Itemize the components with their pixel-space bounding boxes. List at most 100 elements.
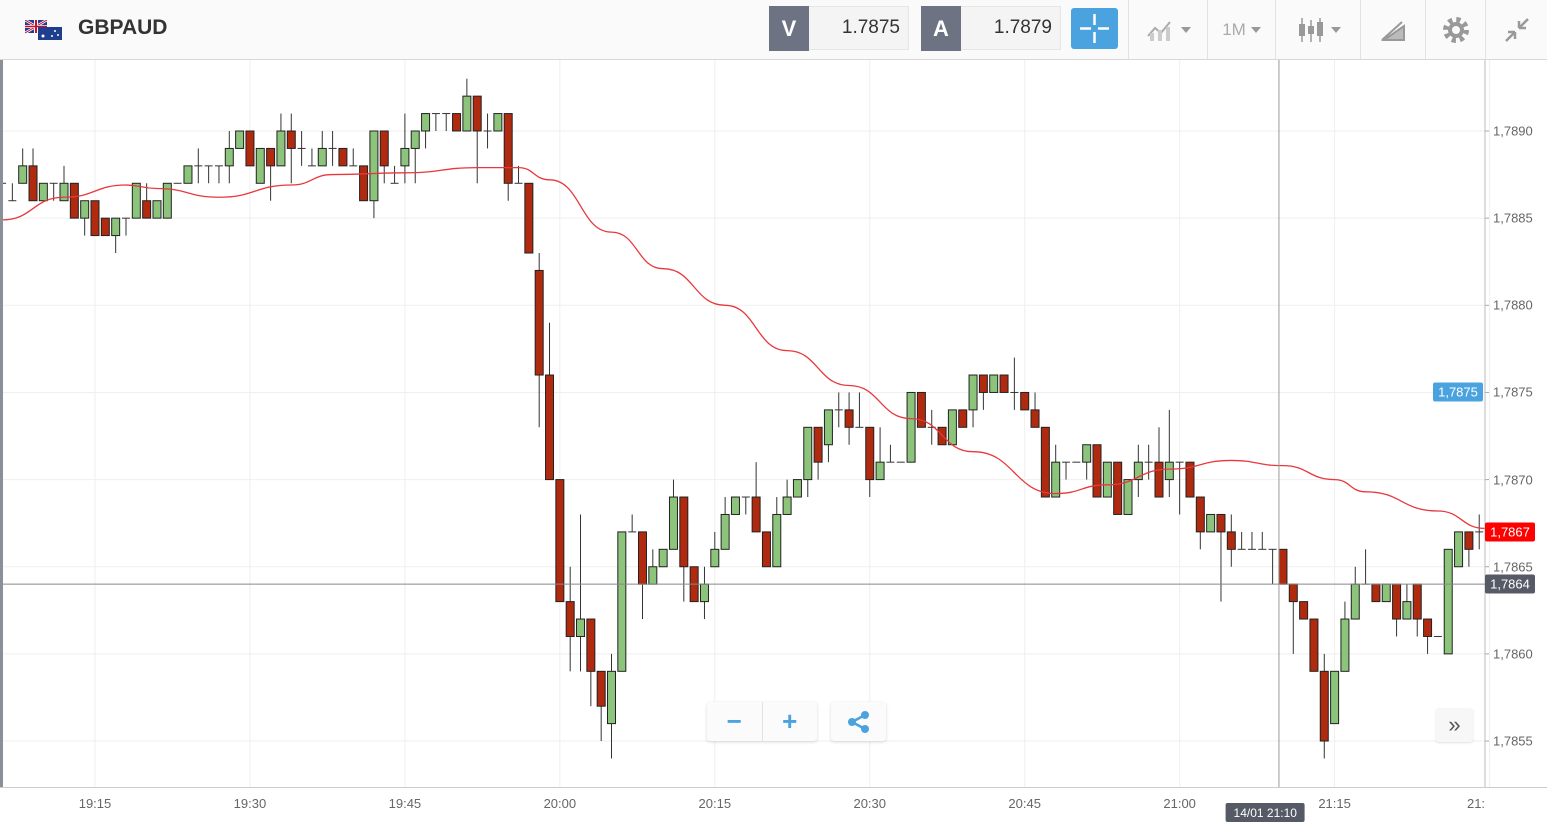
candle-body-down [1030, 409, 1040, 428]
candle-body-down [1020, 391, 1030, 411]
candle [989, 374, 999, 393]
candle [452, 113, 462, 132]
candle-body-down [1195, 496, 1205, 533]
candle [545, 322, 555, 481]
sell-price[interactable]: 1.7875 [809, 6, 909, 50]
candle-body-down [472, 95, 482, 132]
candle-body-up [183, 165, 193, 184]
candle-body-up [576, 618, 586, 637]
candle-body-up [410, 130, 420, 149]
candle [286, 113, 296, 184]
timeframe-dropdown[interactable]: 1M [1207, 0, 1275, 59]
x-tick-label: 21:00 [1163, 796, 1196, 811]
candle-body-up [1133, 461, 1143, 481]
candle-body-down [1226, 531, 1236, 550]
candle-body-up [710, 548, 720, 568]
candle [1443, 548, 1453, 655]
candle-body-down [751, 496, 761, 533]
gear-icon [1442, 16, 1469, 43]
scroll-to-end-button[interactable]: » [1436, 708, 1473, 742]
moving-average-line [2, 166, 1486, 530]
candle [379, 130, 389, 184]
y-tick-label: 1,7870 [1493, 472, 1533, 488]
buy-price[interactable]: 1.7879 [961, 6, 1061, 50]
candle [751, 462, 761, 533]
buy-button[interactable]: A [921, 6, 961, 51]
candle [534, 253, 544, 428]
candles-dropdown[interactable] [1275, 0, 1360, 59]
x-tick-label: 19:15 [78, 796, 112, 811]
candle-body-up [18, 165, 28, 184]
candle [514, 165, 523, 184]
candle [1402, 584, 1412, 620]
candle-body-up [792, 479, 802, 498]
candle [1144, 444, 1153, 480]
collapse-button[interactable] [1485, 0, 1547, 59]
candle-body-down [1319, 670, 1329, 742]
candle [28, 148, 38, 202]
candle [792, 479, 802, 498]
sell-button[interactable]: V [769, 6, 809, 51]
candle [224, 131, 234, 184]
zoom-out-button[interactable]: − [726, 706, 742, 736]
candle [968, 374, 978, 428]
x-tick-label: 20:15 [698, 796, 732, 811]
candle [586, 618, 596, 707]
candle [1423, 618, 1433, 654]
candle [59, 165, 69, 202]
candle-body-down [1309, 618, 1319, 672]
candle [648, 549, 658, 585]
candle [1319, 653, 1329, 759]
candle [710, 531, 720, 568]
candle [999, 374, 1009, 393]
candle [803, 426, 813, 498]
candle-body-down [1185, 461, 1195, 498]
candle-body-down [90, 200, 100, 237]
candle [359, 165, 369, 202]
candle [1195, 496, 1205, 550]
candle [194, 148, 203, 184]
candle-body-up [823, 409, 833, 446]
candle-body-down [1113, 461, 1123, 515]
y-tick-label: 1,7875 [1493, 384, 1533, 400]
candle-body-up [38, 182, 48, 202]
candle [307, 148, 316, 167]
sell-price-label: 1,7875 [1433, 382, 1483, 402]
crosshair-price-label: 1,7864 [1485, 574, 1535, 594]
candle [1475, 514, 1484, 550]
candle-body-down [1299, 601, 1309, 620]
candle [1371, 583, 1381, 603]
candle [1340, 601, 1350, 672]
timeframe-label: 1M [1222, 19, 1246, 39]
candle-body-down [844, 409, 854, 428]
candle-body-up [235, 130, 245, 149]
candle [349, 148, 358, 167]
candle-body-up [493, 113, 503, 132]
settings-button[interactable] [1425, 0, 1485, 59]
candle-body-up [1402, 601, 1412, 620]
share-button[interactable] [831, 702, 886, 741]
candle [1030, 392, 1040, 428]
candle [100, 217, 110, 237]
y-tick-label: 1,7865 [1493, 559, 1533, 575]
candle-body-up [989, 374, 999, 393]
candle [462, 78, 472, 132]
candle-body-up [59, 182, 69, 202]
candle [255, 147, 265, 184]
candle [741, 496, 750, 515]
candle-body-down [245, 130, 255, 167]
candle [782, 479, 792, 515]
candle-body-down [565, 601, 575, 637]
toolbar: GBPAUD V 1.7875 A 1.7879 1M [0, 0, 1547, 60]
candle [1133, 444, 1143, 498]
zoom-in-button[interactable]: + [761, 702, 818, 741]
gb-au-flag-icon [25, 20, 62, 40]
candle [1237, 531, 1246, 550]
chart-type-dropdown[interactable] [1128, 0, 1207, 59]
candle-body-up [421, 113, 431, 132]
crosshair-button[interactable] [1071, 8, 1118, 49]
candle [906, 391, 916, 463]
candle-body-up [255, 147, 265, 184]
draw-button[interactable] [1360, 0, 1425, 59]
